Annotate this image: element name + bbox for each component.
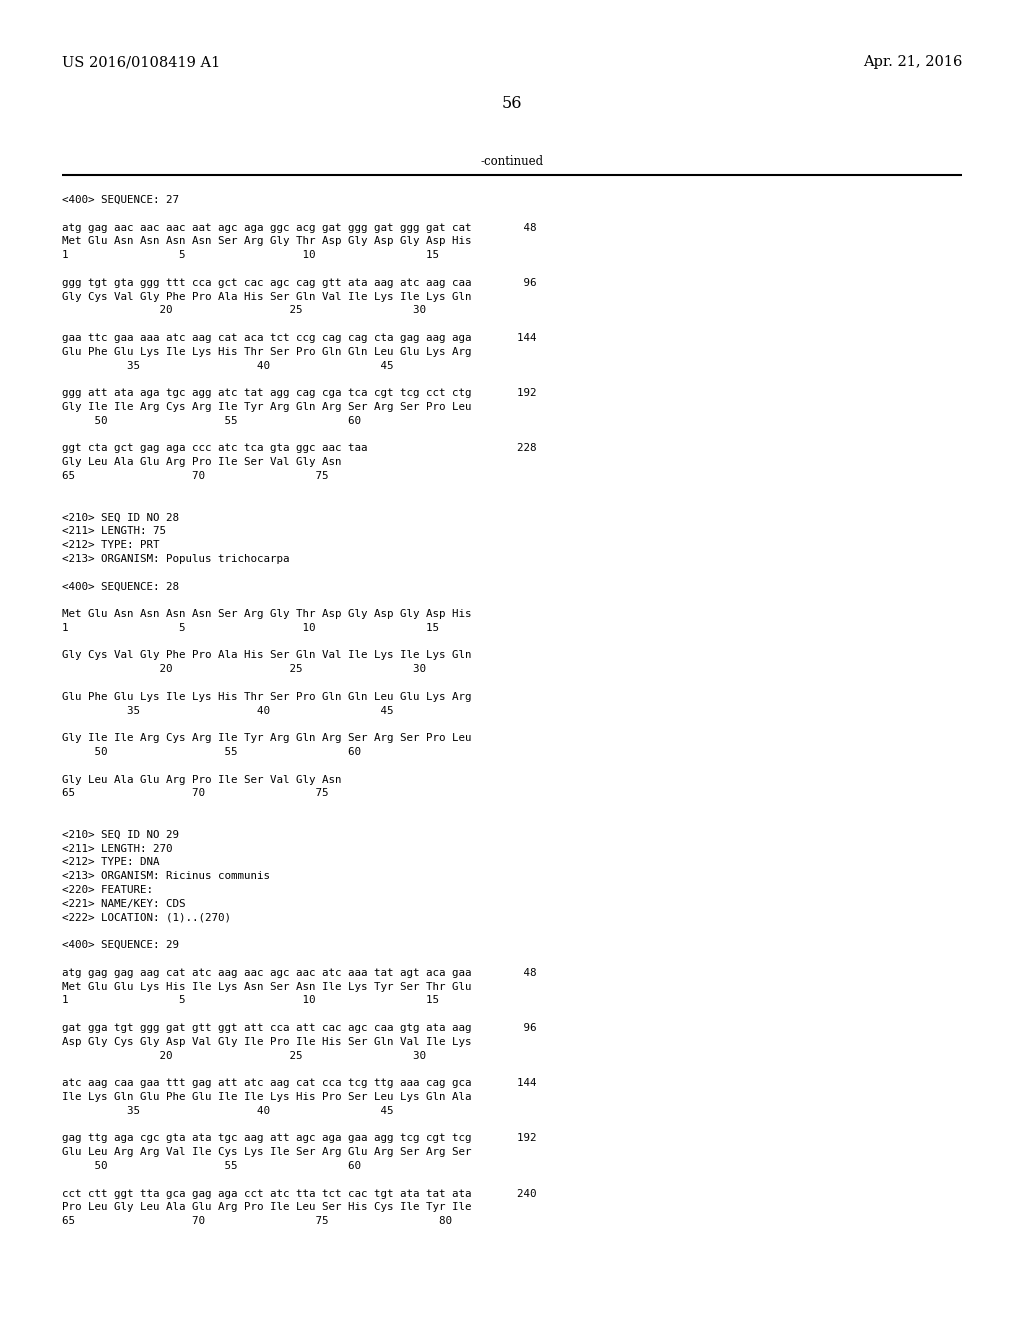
Text: 1                 5                  10                 15: 1 5 10 15 <box>62 995 439 1006</box>
Text: Gly Ile Ile Arg Cys Arg Ile Tyr Arg Gln Arg Ser Arg Ser Pro Leu: Gly Ile Ile Arg Cys Arg Ile Tyr Arg Gln … <box>62 733 471 743</box>
Text: 20                  25                 30: 20 25 30 <box>62 664 426 675</box>
Text: <212> TYPE: DNA: <212> TYPE: DNA <box>62 858 160 867</box>
Text: Ile Lys Gln Glu Phe Glu Ile Ile Lys His Pro Ser Leu Lys Gln Ala: Ile Lys Gln Glu Phe Glu Ile Ile Lys His … <box>62 1092 471 1102</box>
Text: 65                  70                 75: 65 70 75 <box>62 471 329 480</box>
Text: 65                  70                 75: 65 70 75 <box>62 788 329 799</box>
Text: Met Glu Asn Asn Asn Asn Ser Arg Gly Thr Asp Gly Asp Gly Asp His: Met Glu Asn Asn Asn Asn Ser Arg Gly Thr … <box>62 609 471 619</box>
Text: Glu Leu Arg Arg Val Ile Cys Lys Ile Ser Arg Glu Arg Ser Arg Ser: Glu Leu Arg Arg Val Ile Cys Lys Ile Ser … <box>62 1147 471 1158</box>
Text: <212> TYPE: PRT: <212> TYPE: PRT <box>62 540 160 550</box>
Text: 20                  25                 30: 20 25 30 <box>62 305 426 315</box>
Text: ggg tgt gta ggg ttt cca gct cac agc cag gtt ata aag atc aag caa        96: ggg tgt gta ggg ttt cca gct cac agc cag … <box>62 277 537 288</box>
Text: <400> SEQUENCE: 28: <400> SEQUENCE: 28 <box>62 581 179 591</box>
Text: Gly Ile Ile Arg Cys Arg Ile Tyr Arg Gln Arg Ser Arg Ser Pro Leu: Gly Ile Ile Arg Cys Arg Ile Tyr Arg Gln … <box>62 403 471 412</box>
Text: atg gag aac aac aac aat agc aga ggc acg gat ggg gat ggg gat cat        48: atg gag aac aac aac aat agc aga ggc acg … <box>62 223 537 232</box>
Text: atc aag caa gaa ttt gag att atc aag cat cca tcg ttg aaa cag gca       144: atc aag caa gaa ttt gag att atc aag cat … <box>62 1078 537 1088</box>
Text: <220> FEATURE:: <220> FEATURE: <box>62 884 153 895</box>
Text: <213> ORGANISM: Ricinus communis: <213> ORGANISM: Ricinus communis <box>62 871 270 882</box>
Text: <211> LENGTH: 270: <211> LENGTH: 270 <box>62 843 172 854</box>
Text: 35                  40                 45: 35 40 45 <box>62 360 393 371</box>
Text: Pro Leu Gly Leu Ala Glu Arg Pro Ile Leu Ser His Cys Ile Tyr Ile: Pro Leu Gly Leu Ala Glu Arg Pro Ile Leu … <box>62 1203 471 1212</box>
Text: gag ttg aga cgc gta ata tgc aag att agc aga gaa agg tcg cgt tcg       192: gag ttg aga cgc gta ata tgc aag att agc … <box>62 1134 537 1143</box>
Text: Met Glu Asn Asn Asn Asn Ser Arg Gly Thr Asp Gly Asp Gly Asp His: Met Glu Asn Asn Asn Asn Ser Arg Gly Thr … <box>62 236 471 247</box>
Text: <400> SEQUENCE: 27: <400> SEQUENCE: 27 <box>62 195 179 205</box>
Text: Asp Gly Cys Gly Asp Val Gly Ile Pro Ile His Ser Gln Val Ile Lys: Asp Gly Cys Gly Asp Val Gly Ile Pro Ile … <box>62 1036 471 1047</box>
Text: Gly Leu Ala Glu Arg Pro Ile Ser Val Gly Asn: Gly Leu Ala Glu Arg Pro Ile Ser Val Gly … <box>62 457 341 467</box>
Text: Apr. 21, 2016: Apr. 21, 2016 <box>862 55 962 69</box>
Text: 35                  40                 45: 35 40 45 <box>62 706 393 715</box>
Text: Glu Phe Glu Lys Ile Lys His Thr Ser Pro Gln Gln Leu Glu Lys Arg: Glu Phe Glu Lys Ile Lys His Thr Ser Pro … <box>62 692 471 702</box>
Text: Glu Phe Glu Lys Ile Lys His Thr Ser Pro Gln Gln Leu Glu Lys Arg: Glu Phe Glu Lys Ile Lys His Thr Ser Pro … <box>62 347 471 356</box>
Text: 35                  40                 45: 35 40 45 <box>62 1106 393 1115</box>
Text: 50                  55                 60: 50 55 60 <box>62 1162 361 1171</box>
Text: Met Glu Glu Lys His Ile Lys Asn Ser Asn Ile Lys Tyr Ser Thr Glu: Met Glu Glu Lys His Ile Lys Asn Ser Asn … <box>62 982 471 991</box>
Text: gat gga tgt ggg gat gtt ggt att cca att cac agc caa gtg ata aag        96: gat gga tgt ggg gat gtt ggt att cca att … <box>62 1023 537 1034</box>
Text: US 2016/0108419 A1: US 2016/0108419 A1 <box>62 55 220 69</box>
Text: <210> SEQ ID NO 28: <210> SEQ ID NO 28 <box>62 512 179 523</box>
Text: Gly Cys Val Gly Phe Pro Ala His Ser Gln Val Ile Lys Ile Lys Gln: Gly Cys Val Gly Phe Pro Ala His Ser Gln … <box>62 651 471 660</box>
Text: <210> SEQ ID NO 29: <210> SEQ ID NO 29 <box>62 830 179 840</box>
Text: <222> LOCATION: (1)..(270): <222> LOCATION: (1)..(270) <box>62 912 231 923</box>
Text: atg gag gag aag cat atc aag aac agc aac atc aaa tat agt aca gaa        48: atg gag gag aag cat atc aag aac agc aac … <box>62 968 537 978</box>
Text: Gly Leu Ala Glu Arg Pro Ile Ser Val Gly Asn: Gly Leu Ala Glu Arg Pro Ile Ser Val Gly … <box>62 775 341 784</box>
Text: 20                  25                 30: 20 25 30 <box>62 1051 426 1060</box>
Text: 50                  55                 60: 50 55 60 <box>62 416 361 426</box>
Text: 1                 5                  10                 15: 1 5 10 15 <box>62 251 439 260</box>
Text: <400> SEQUENCE: 29: <400> SEQUENCE: 29 <box>62 940 179 950</box>
Text: ggg att ata aga tgc agg atc tat agg cag cga tca cgt tcg cct ctg       192: ggg att ata aga tgc agg atc tat agg cag … <box>62 388 537 399</box>
Text: ggt cta gct gag aga ccc atc tca gta ggc aac taa                       228: ggt cta gct gag aga ccc atc tca gta ggc … <box>62 444 537 453</box>
Text: 56: 56 <box>502 95 522 112</box>
Text: <221> NAME/KEY: CDS: <221> NAME/KEY: CDS <box>62 899 185 908</box>
Text: <213> ORGANISM: Populus trichocarpa: <213> ORGANISM: Populus trichocarpa <box>62 554 290 564</box>
Text: -continued: -continued <box>480 154 544 168</box>
Text: Gly Cys Val Gly Phe Pro Ala His Ser Gln Val Ile Lys Ile Lys Gln: Gly Cys Val Gly Phe Pro Ala His Ser Gln … <box>62 292 471 301</box>
Text: 1                 5                  10                 15: 1 5 10 15 <box>62 623 439 632</box>
Text: 65                  70                 75                 80: 65 70 75 80 <box>62 1216 452 1226</box>
Text: cct ctt ggt tta gca gag aga cct atc tta tct cac tgt ata tat ata       240: cct ctt ggt tta gca gag aga cct atc tta … <box>62 1188 537 1199</box>
Text: 50                  55                 60: 50 55 60 <box>62 747 361 756</box>
Text: <211> LENGTH: 75: <211> LENGTH: 75 <box>62 527 166 536</box>
Text: gaa ttc gaa aaa atc aag cat aca tct ccg cag cag cta gag aag aga       144: gaa ttc gaa aaa atc aag cat aca tct ccg … <box>62 333 537 343</box>
